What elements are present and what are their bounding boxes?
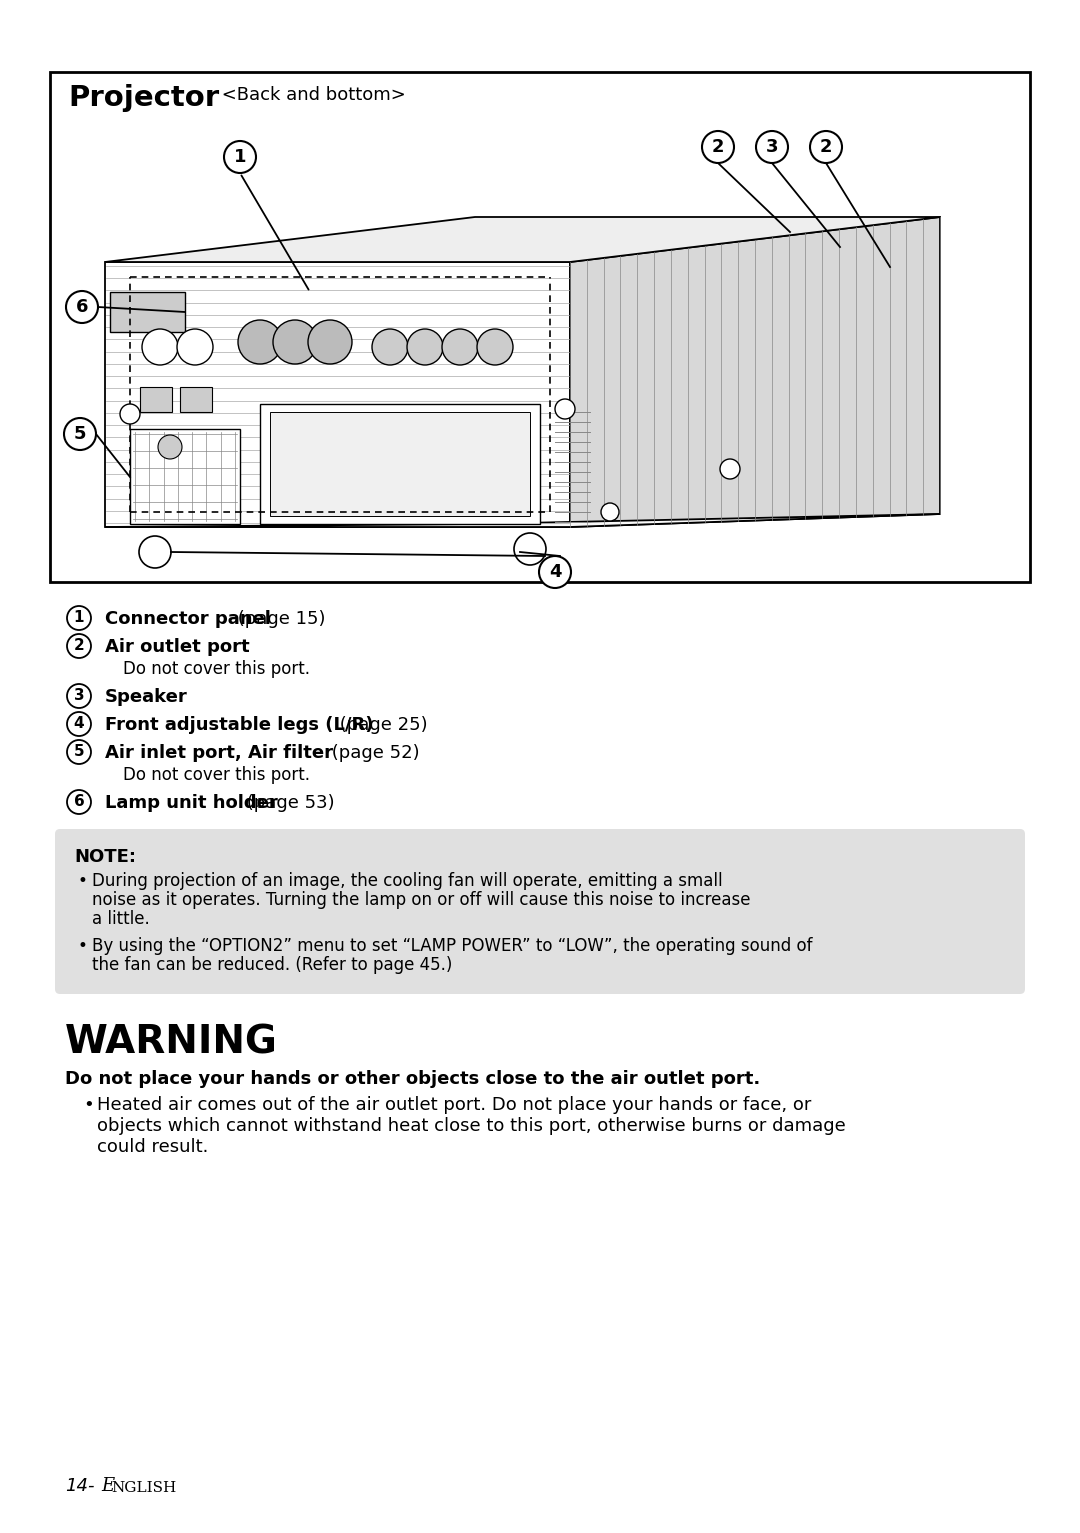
Polygon shape [570,218,940,527]
Text: During projection of an image, the cooling fan will operate, emitting a small: During projection of an image, the cooli… [92,872,723,891]
Bar [140,386,172,412]
Bar [130,429,240,524]
Circle shape [139,537,171,569]
Polygon shape [105,262,570,527]
Circle shape [720,458,740,478]
Text: (page 25): (page 25) [335,716,428,734]
Text: Do not place your hands or other objects close to the air outlet port.: Do not place your hands or other objects… [65,1070,760,1088]
Circle shape [555,399,575,419]
Text: E: E [102,1476,114,1495]
Text: By using the “OPTION2” menu to set “LAMP POWER” to “LOW”, the operating sound of: By using the “OPTION2” menu to set “LAMP… [92,937,812,955]
Circle shape [120,405,140,425]
Text: Do not cover this port.: Do not cover this port. [123,766,310,783]
Circle shape [177,330,213,365]
Circle shape [224,141,256,173]
Circle shape [238,320,282,363]
Bar [260,405,540,524]
Circle shape [67,684,91,708]
Circle shape [66,291,98,323]
Text: (page 15): (page 15) [232,610,326,629]
Circle shape [810,130,842,162]
Polygon shape [105,514,940,527]
Circle shape [141,330,178,365]
Text: 4: 4 [73,716,84,731]
Text: •: • [83,1096,94,1114]
Text: Projector: Projector [68,84,219,112]
Circle shape [756,130,788,162]
Text: 6: 6 [73,794,84,809]
Text: •: • [78,937,87,955]
Bar [50,72,1030,583]
FancyBboxPatch shape [55,829,1025,993]
Circle shape [67,606,91,630]
Circle shape [67,789,91,814]
Text: Heated air comes out of the air outlet port. Do not place your hands or face, or: Heated air comes out of the air outlet p… [97,1096,811,1114]
Circle shape [514,533,546,566]
Bar [110,291,185,333]
Circle shape [67,635,91,658]
Circle shape [64,419,96,451]
Text: NOTE:: NOTE: [75,848,136,866]
Text: 2: 2 [712,138,725,156]
Text: Do not cover this port.: Do not cover this port. [123,661,310,678]
Text: Connector panel: Connector panel [105,610,271,629]
Circle shape [600,503,619,521]
Bar [270,412,530,517]
Text: 3: 3 [766,138,779,156]
Text: 6: 6 [76,297,89,316]
Text: objects which cannot withstand heat close to this port, otherwise burns or damag: objects which cannot withstand heat clos… [97,1118,846,1134]
Circle shape [308,320,352,363]
Text: (page 52): (page 52) [326,744,420,762]
Text: noise as it operates. Turning the lamp on or off will cause this noise to increa: noise as it operates. Turning the lamp o… [92,891,751,909]
Text: WARNING: WARNING [65,1024,278,1062]
Circle shape [539,556,571,589]
Circle shape [442,330,478,365]
Circle shape [477,330,513,365]
Text: (page 53): (page 53) [241,794,335,812]
Text: a little.: a little. [92,911,150,927]
Text: the fan can be reduced. (Refer to page 45.): the fan can be reduced. (Refer to page 4… [92,957,453,973]
Text: 1: 1 [73,610,84,625]
Circle shape [158,435,183,458]
Circle shape [702,130,734,162]
Bar [180,386,212,412]
Text: 1: 1 [233,149,246,166]
Text: 5: 5 [73,745,84,759]
Text: 2: 2 [820,138,833,156]
Text: Air outlet port: Air outlet port [105,638,249,656]
Text: <Back and bottom>: <Back and bottom> [216,86,406,104]
Text: 3: 3 [73,688,84,704]
Text: 5: 5 [73,425,86,443]
Circle shape [273,320,318,363]
Text: 14-: 14- [65,1476,95,1495]
Text: Air inlet port, Air filter: Air inlet port, Air filter [105,744,333,762]
Text: 2: 2 [73,639,84,653]
Text: Front adjustable legs (L/R): Front adjustable legs (L/R) [105,716,374,734]
Text: NGLISH: NGLISH [111,1481,176,1495]
Text: •: • [78,872,87,891]
Circle shape [372,330,408,365]
Circle shape [67,711,91,736]
Text: 4: 4 [549,563,562,581]
Polygon shape [105,218,940,262]
Text: could result.: could result. [97,1137,208,1156]
Circle shape [407,330,443,365]
Text: Speaker: Speaker [105,688,188,707]
Circle shape [67,740,91,763]
Text: Lamp unit holder: Lamp unit holder [105,794,278,812]
